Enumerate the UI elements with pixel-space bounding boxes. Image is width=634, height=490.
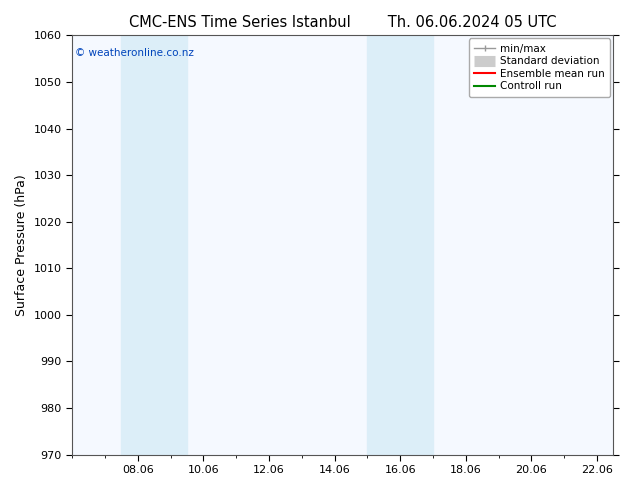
Legend: min/max, Standard deviation, Ensemble mean run, Controll run: min/max, Standard deviation, Ensemble me… xyxy=(469,38,611,97)
Y-axis label: Surface Pressure (hPa): Surface Pressure (hPa) xyxy=(15,174,28,316)
Title: CMC-ENS Time Series Istanbul        Th. 06.06.2024 05 UTC: CMC-ENS Time Series Istanbul Th. 06.06.2… xyxy=(129,15,557,30)
Bar xyxy=(367,35,433,455)
Bar xyxy=(121,35,187,455)
Text: © weatheronline.co.nz: © weatheronline.co.nz xyxy=(75,48,193,58)
